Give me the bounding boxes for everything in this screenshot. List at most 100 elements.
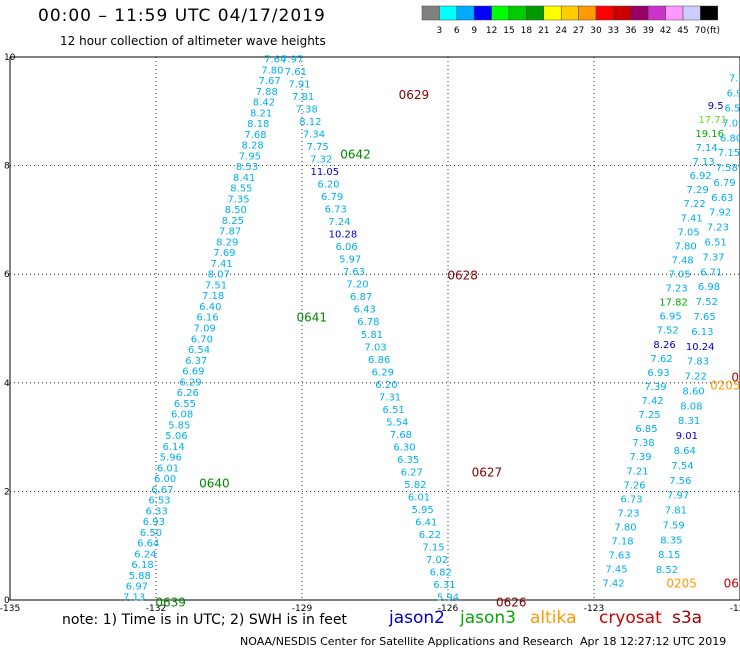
pass-label: 0 bbox=[731, 370, 739, 384]
swh-value: 6.43 bbox=[354, 305, 376, 316]
swh-value: 6.30 bbox=[393, 442, 415, 453]
swh-value: 8.52 bbox=[656, 565, 678, 576]
swh-value: 7.69 bbox=[213, 248, 235, 259]
swh-value: 6.93 bbox=[143, 517, 165, 528]
swh-value: 7.81 bbox=[292, 92, 314, 103]
swh-value: 7.23 bbox=[707, 223, 729, 234]
lat-tick-label: 10 bbox=[4, 53, 16, 63]
scale-label: 3 bbox=[437, 26, 443, 36]
swh-value: 7.68 bbox=[244, 130, 266, 141]
scale-label: 27 bbox=[573, 26, 584, 36]
swh-value: 7.13 bbox=[123, 592, 145, 603]
swh-value: 7.81 bbox=[665, 506, 687, 517]
scale-bin bbox=[560, 5, 579, 21]
swh-value: 6.54 bbox=[188, 345, 210, 356]
swh-value: 7.05 bbox=[668, 270, 690, 281]
scale-bin bbox=[700, 5, 719, 21]
swh-value: 8.35 bbox=[660, 535, 682, 546]
swh-value: 6.08 bbox=[171, 410, 193, 421]
swh-value: 9.01 bbox=[676, 431, 698, 442]
swh-value: 6.71 bbox=[700, 267, 722, 278]
swh-value: 7.97 bbox=[281, 55, 303, 66]
legend-altika: altika bbox=[530, 608, 577, 628]
scale-label: 12 bbox=[486, 26, 497, 36]
swh-value: 7.39 bbox=[629, 452, 651, 463]
lon-tick-label: -135 bbox=[0, 604, 20, 614]
lat-tick-label: 6 bbox=[4, 270, 10, 280]
swh-value: 7.58 bbox=[716, 163, 738, 174]
swh-value: 8.64 bbox=[674, 446, 696, 457]
swh-value: 7.83 bbox=[687, 357, 709, 368]
swh-value: 6.06 bbox=[335, 242, 357, 253]
swh-value: 6.80 bbox=[720, 133, 740, 144]
swh-value: 6.67 bbox=[151, 485, 173, 496]
legend-note: note: 1) Time is in UTC; 2) SWH is in fe… bbox=[62, 612, 348, 628]
swh-value: 7.05 bbox=[677, 227, 699, 238]
swh-value: 7.24 bbox=[328, 217, 350, 228]
swh-value: 8.18 bbox=[247, 119, 269, 130]
scale-bin bbox=[526, 5, 545, 21]
swh-value: 7.42 bbox=[641, 396, 663, 407]
swh-value: 7.31 bbox=[379, 392, 401, 403]
swh-value: 7.15 bbox=[718, 148, 740, 159]
swh-value: 7.67 bbox=[258, 76, 280, 87]
swh-value: 7.48 bbox=[671, 255, 693, 266]
swh-value: 7.02 bbox=[426, 555, 448, 566]
legend-jason3: jason3 bbox=[460, 608, 516, 628]
swh-value: 7.18 bbox=[611, 537, 633, 548]
swh-value: 7.35 bbox=[227, 194, 249, 205]
swh-value: 7.13 bbox=[693, 157, 715, 168]
swh-value: 5.96 bbox=[160, 453, 182, 464]
swh-value: 6.26 bbox=[177, 388, 199, 399]
swh-value: 7.26 bbox=[623, 480, 645, 491]
swh-value: 7.88 bbox=[256, 87, 278, 98]
swh-value: 6.85 bbox=[635, 424, 657, 435]
swh-value: 5.82 bbox=[404, 480, 426, 491]
swh-value: 6.35 bbox=[397, 455, 419, 466]
swh-value: 6.97 bbox=[126, 582, 148, 593]
swh-value: 7.32 bbox=[310, 155, 332, 166]
swh-value: 6.55 bbox=[174, 399, 196, 410]
swh-value: 6.63 bbox=[711, 193, 733, 204]
pass-label: 0640 bbox=[199, 476, 230, 490]
scale-bin bbox=[630, 5, 649, 21]
scale-label: 45 bbox=[677, 26, 688, 36]
swh-value: 7.37 bbox=[702, 252, 724, 263]
lon-tick-label: -129 bbox=[292, 604, 313, 614]
legend-cryosat: cryosat bbox=[599, 608, 662, 628]
swh-value: 7.92 bbox=[709, 208, 731, 219]
swh-value: 7.39 bbox=[644, 382, 666, 393]
swh-value: 7.65 bbox=[693, 312, 715, 323]
pass-label: 0629 bbox=[399, 88, 430, 102]
pass-label: 0205 bbox=[666, 577, 697, 591]
swh-value: 7.22 bbox=[685, 372, 707, 383]
swh-value: 7.52 bbox=[656, 326, 678, 337]
lat-tick-label: 8 bbox=[4, 162, 10, 172]
pass-label: 0639 bbox=[155, 596, 186, 610]
swh-value: 6.73 bbox=[620, 494, 642, 505]
swh-value: 6.73 bbox=[325, 205, 347, 216]
swh-value: 7.91 bbox=[288, 80, 310, 91]
scale-label: 42 bbox=[660, 26, 671, 36]
pass-label: 0641 bbox=[296, 311, 327, 325]
swh-value: 6.92 bbox=[690, 171, 712, 182]
swh-value: 7.42 bbox=[602, 579, 624, 590]
scale-bin bbox=[473, 5, 492, 21]
swh-value: 7.80 bbox=[614, 522, 636, 533]
swh-value: 6.00 bbox=[154, 474, 176, 485]
scale-label: 33 bbox=[608, 26, 619, 36]
scale-bin bbox=[665, 5, 684, 21]
scale-label: 39 bbox=[642, 26, 654, 36]
swh-value: 8.41 bbox=[233, 173, 255, 184]
swh-value: 11.05 bbox=[311, 167, 340, 178]
swh-value: 8.29 bbox=[216, 237, 238, 248]
swh-value: 7.87 bbox=[219, 227, 241, 238]
swh-value: 7.97 bbox=[667, 491, 689, 502]
swh-value: 6.20 bbox=[375, 380, 397, 391]
scale-bin bbox=[578, 5, 597, 21]
swh-value: 8.07 bbox=[208, 270, 230, 281]
swh-value: 6.82 bbox=[430, 567, 452, 578]
swh-value: 6.22 bbox=[419, 530, 441, 541]
swh-value: 7.68 bbox=[390, 430, 412, 441]
